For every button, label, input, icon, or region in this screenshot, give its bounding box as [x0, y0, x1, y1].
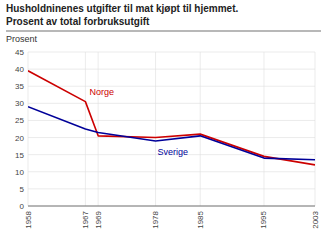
y-tick-label: 40	[15, 65, 24, 74]
title: Husholdninenes utgifter til mat kjøpt ti…	[6, 3, 238, 14]
y-grid-line	[28, 206, 315, 207]
y-axis-label: Prosent	[6, 34, 38, 44]
x-tick-label: 1967	[81, 210, 90, 228]
x-tick-label: 1985	[196, 210, 205, 228]
chart-container: Husholdninenes utgifter til mat kjøpt ti…	[0, 0, 327, 240]
y-tick-label: 5	[20, 185, 25, 194]
chart-svg: Husholdninenes utgifter til mat kjøpt ti…	[0, 0, 327, 240]
x-tick-label: 2003	[311, 210, 320, 228]
x-tick-label: 1969	[94, 210, 103, 228]
data-group	[28, 71, 315, 165]
y-grid-line	[28, 137, 315, 138]
y-tick-label: 15	[15, 151, 24, 160]
y-grid-line	[28, 52, 315, 53]
series-label: Sverige	[158, 147, 189, 157]
x-grid-line	[98, 52, 99, 206]
series-line	[28, 71, 315, 165]
y-grid-line	[28, 171, 315, 172]
series-label: Norge	[89, 87, 114, 97]
x-tick-label: 1995	[259, 210, 268, 228]
y-grid-line	[28, 120, 315, 121]
grid	[28, 52, 315, 206]
x-grid-line	[28, 52, 29, 206]
x-tick-label: 1978	[151, 210, 160, 228]
y-tick-label: 45	[15, 48, 24, 57]
y-grid-line	[28, 103, 315, 104]
series-line	[28, 107, 315, 160]
x-grid-line	[155, 52, 156, 206]
y-tick-label: 0	[20, 202, 25, 211]
y-tick-label: 35	[15, 82, 24, 91]
y-grid-line	[28, 188, 315, 189]
y-tick-label: 25	[15, 116, 24, 125]
y-tick-label: 20	[15, 134, 24, 143]
y-grid-line	[28, 86, 315, 87]
y-grid-line	[28, 69, 315, 70]
x-tick-label: 1958	[24, 210, 33, 228]
x-grid-line	[200, 52, 201, 206]
x-axis-line	[28, 206, 315, 207]
subtitle: Prosent av total forbruksutgift	[6, 16, 150, 27]
x-grid-line	[263, 52, 264, 206]
y-tick-label: 30	[15, 99, 24, 108]
x-grid-line	[315, 52, 316, 206]
separator	[6, 31, 321, 32]
y-tick-label: 10	[15, 168, 24, 177]
